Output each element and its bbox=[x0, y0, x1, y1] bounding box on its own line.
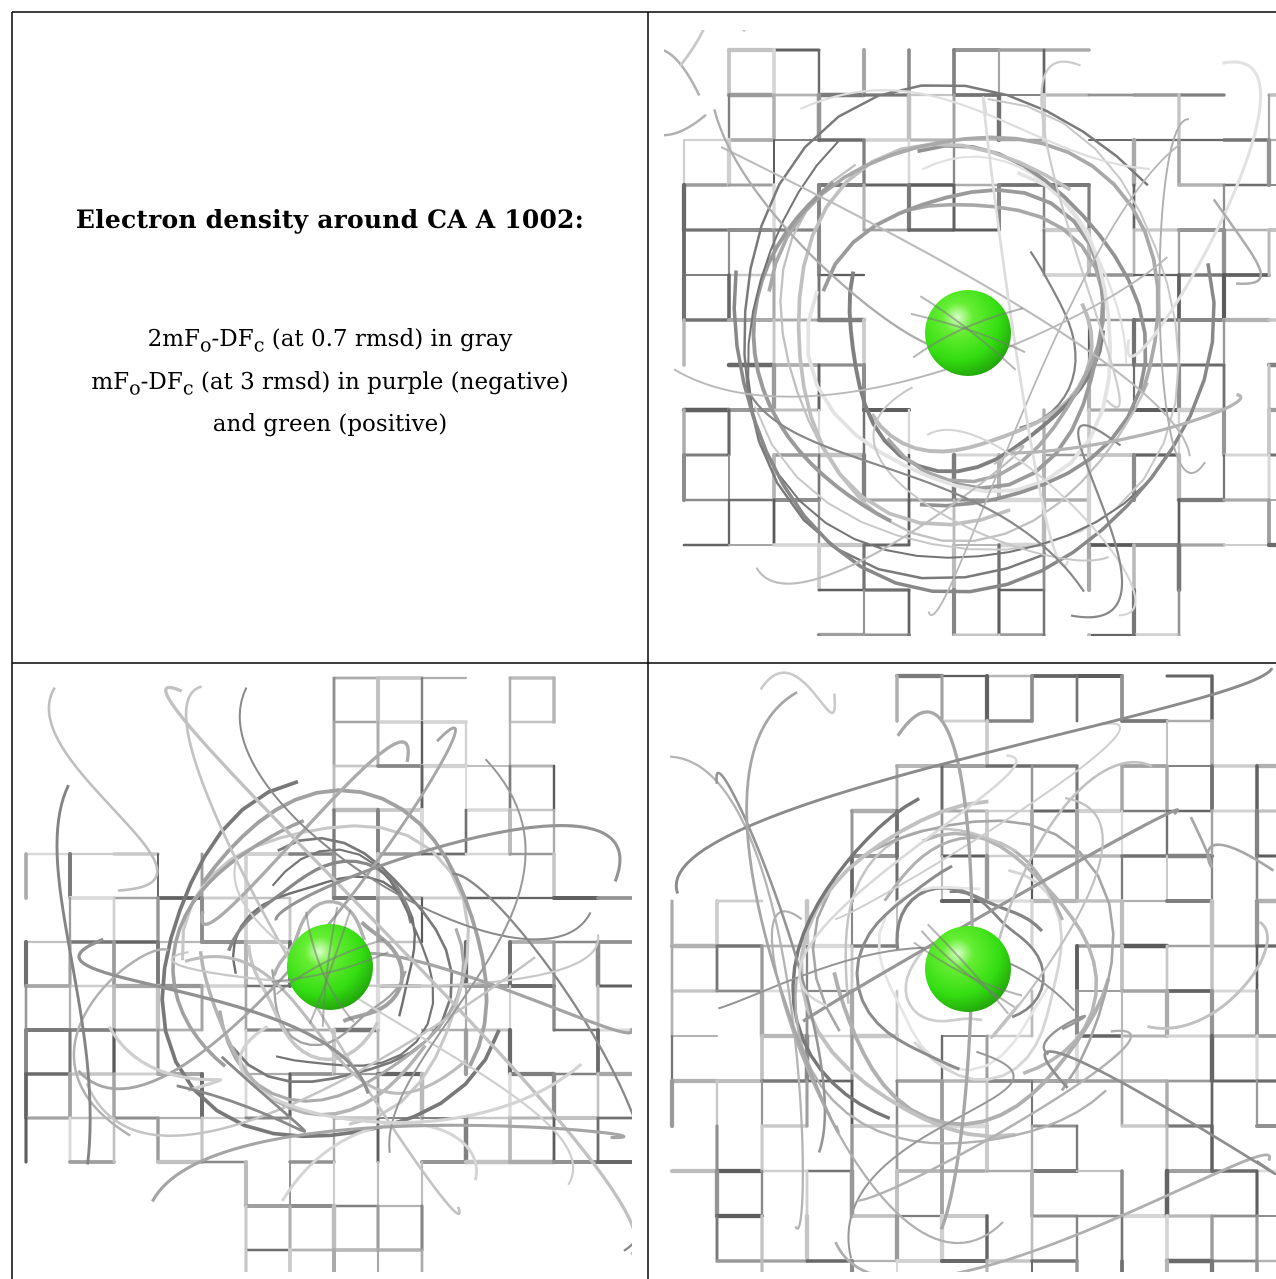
calcium-ion-sphere bbox=[925, 926, 1011, 1012]
calcium-ion-sphere bbox=[925, 290, 1011, 376]
density-view-bottom-right bbox=[664, 666, 1276, 1272]
legend-body: 2mFo-DFc (at 0.7 rmsd) in gray mFo-DFc (… bbox=[12, 321, 648, 442]
legend-line-positive: and green (positive) bbox=[212, 411, 448, 438]
front-mesh-strands bbox=[271, 907, 389, 1027]
mesh-svg-top-right bbox=[664, 30, 1276, 636]
density-view-bottom-left bbox=[16, 666, 632, 1272]
legend-heading: Electron density around CA A 1002: bbox=[75, 205, 585, 234]
calcium-ion-sphere bbox=[287, 924, 373, 1010]
density-view-top-right bbox=[664, 30, 1276, 636]
density-mesh bbox=[23, 675, 632, 1272]
legend-line-2mfo-dfc: 2mFo-DFc (at 0.7 rmsd) in gray bbox=[147, 326, 513, 357]
density-mesh bbox=[669, 667, 1276, 1272]
front-mesh-strands bbox=[913, 923, 1023, 1015]
legend-line-mfo-dfc: mFo-DFc (at 3 rmsd) in purple (negative) bbox=[91, 368, 569, 400]
mesh-svg-bottom-right bbox=[669, 667, 1276, 1272]
mesh-svg-bottom-left bbox=[23, 675, 632, 1272]
legend-cell: Electron density around CA A 1002: 2mFo-… bbox=[12, 12, 648, 662]
density-mesh bbox=[664, 30, 1276, 636]
front-mesh-strands bbox=[910, 295, 1026, 371]
